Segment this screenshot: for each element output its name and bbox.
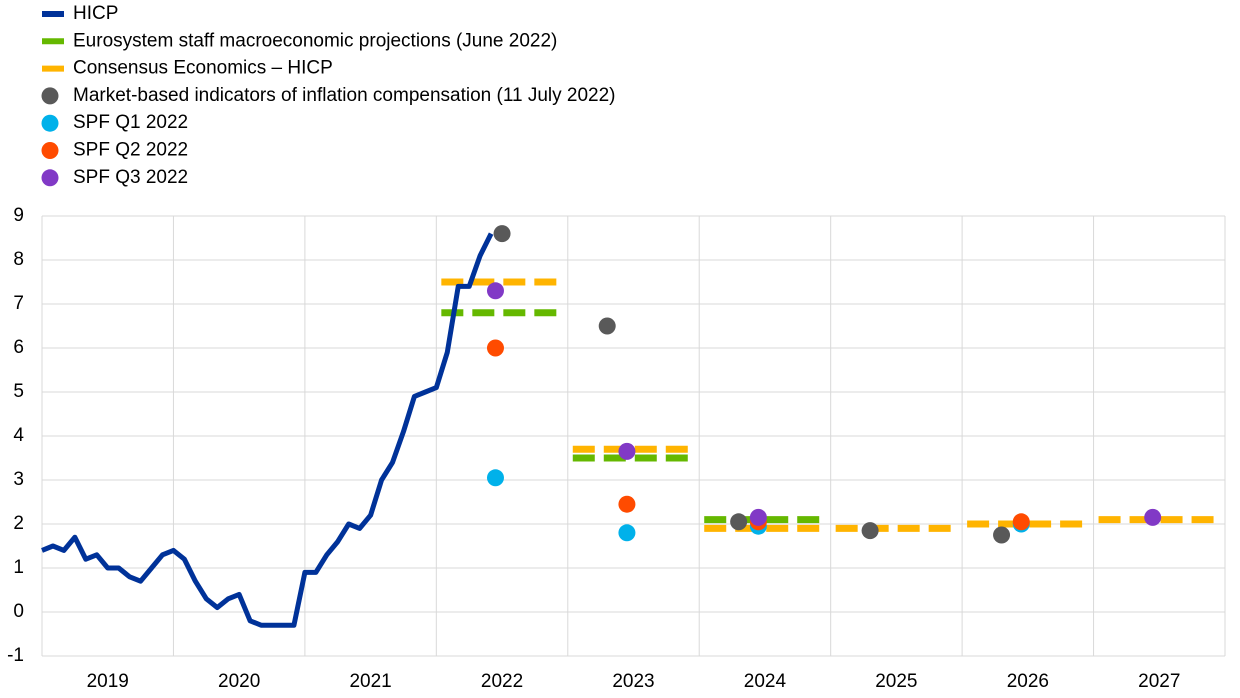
legend-label: Market-based indicators of inflation com…: [73, 85, 616, 106]
y-tick-label: 2: [13, 513, 24, 534]
x-tick-label: 2026: [1007, 671, 1049, 692]
y-tick-label: -1: [7, 645, 24, 666]
y-tick-label: 1: [13, 557, 24, 578]
y-tick-label: 4: [13, 425, 24, 446]
data-point: [486, 469, 504, 487]
data-point: [749, 508, 767, 526]
legend-label: SPF Q3 2022: [73, 167, 188, 188]
x-tick-label: 2022: [481, 671, 523, 692]
x-tick-label: 2024: [744, 671, 787, 692]
legend-marker: [41, 87, 59, 105]
data-point: [618, 495, 636, 513]
x-tick-label: 2025: [875, 671, 917, 692]
data-point: [486, 339, 504, 357]
x-tick-label: 2019: [87, 671, 129, 692]
x-tick-label: 2020: [218, 671, 260, 692]
data-point: [618, 442, 636, 460]
y-tick-label: 7: [13, 293, 24, 314]
legend-marker: [41, 169, 59, 187]
y-tick-label: 3: [13, 469, 24, 490]
y-tick-label: 0: [13, 601, 24, 622]
legend-marker: [41, 142, 59, 159]
y-tick-label: 8: [13, 249, 24, 270]
data-point: [1144, 508, 1162, 526]
data-point: [861, 522, 879, 540]
data-point: [993, 526, 1011, 544]
x-tick-label: 2021: [349, 671, 391, 692]
y-tick-label: 9: [13, 205, 24, 226]
legend-label: SPF Q2 2022: [73, 140, 188, 161]
hicp-line: [41, 232, 494, 628]
legend-label: HICP: [73, 3, 118, 24]
data-point: [493, 225, 511, 243]
legend-label: SPF Q1 2022: [73, 112, 188, 133]
data-point: [730, 513, 748, 531]
data-point: [618, 524, 636, 542]
y-tick-label: 6: [13, 337, 24, 358]
x-tick-label: 2027: [1138, 671, 1180, 692]
legend-label: Consensus Economics – HICP: [73, 58, 333, 79]
data-point: [486, 282, 504, 300]
legend-label: Eurosystem staff macroeconomic projectio…: [73, 30, 557, 51]
y-tick-label: 5: [13, 381, 24, 402]
data-point: [598, 317, 616, 335]
legend-marker: [41, 114, 59, 132]
x-tick-label: 2023: [612, 671, 654, 692]
data-point: [1012, 513, 1030, 531]
